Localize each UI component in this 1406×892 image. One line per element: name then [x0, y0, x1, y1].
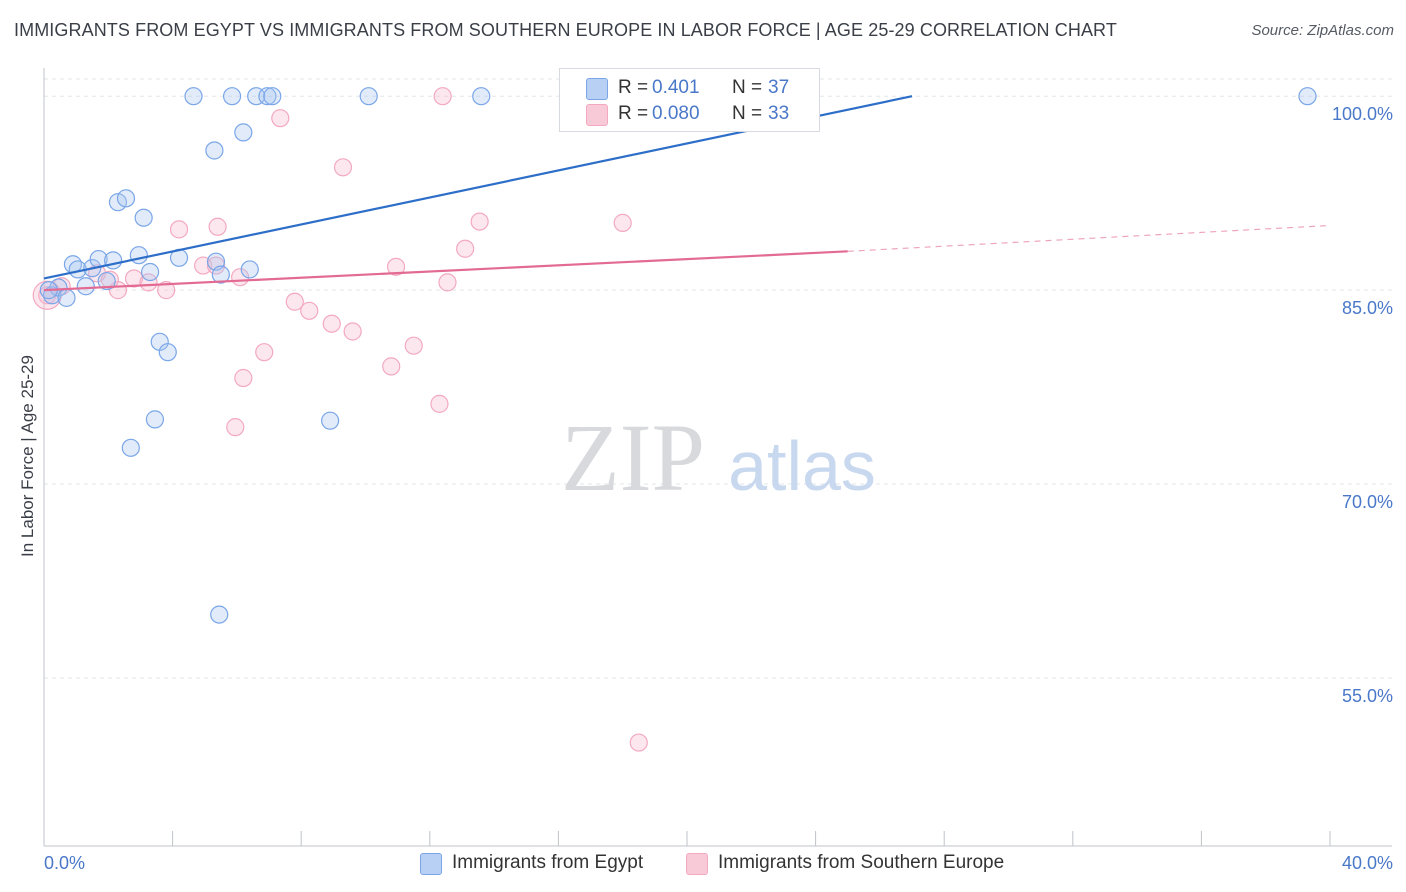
point-southern-europe: [333, 158, 353, 177]
point-egypt: [57, 288, 76, 307]
point-egypt: [472, 87, 491, 106]
point-egypt: [121, 438, 140, 457]
point-egypt: [321, 411, 340, 430]
point-egypt: [76, 277, 95, 296]
point-egypt: [222, 87, 242, 106]
x-tick-labels: 0.0% 40.0%: [44, 853, 1393, 873]
legend-r-value-egypt: 0.401: [652, 77, 700, 98]
point-southern-europe: [613, 213, 632, 232]
trend-line-southern-europe-extension: [847, 224, 1331, 252]
point-southern-europe: [470, 212, 489, 231]
bottom-legend-label-southern-europe: Immigrants from Southern Europe: [718, 852, 1005, 873]
point-southern-europe: [124, 269, 144, 288]
point-southern-europe: [206, 256, 226, 275]
bottom-legend-swatch-egypt: [420, 853, 442, 875]
points-egypt: [39, 87, 1317, 624]
point-southern-europe: [322, 314, 341, 333]
legend-n-label: N =: [732, 77, 763, 98]
point-egypt: [129, 246, 148, 265]
axes: [43, 68, 1392, 847]
point-southern-europe: [300, 301, 319, 320]
point-southern-europe: [169, 220, 189, 239]
x-tick-label: 0.0%: [44, 853, 85, 873]
y-tick-label: 85.0%: [1342, 298, 1393, 318]
legend-n-value-southern-europe: 33: [768, 103, 790, 124]
point-southern-europe: [271, 109, 290, 128]
point-southern-europe: [157, 281, 176, 300]
trend-line-southern-europe: [43, 250, 848, 292]
legend-n-value-egypt: 37: [768, 77, 790, 98]
point-southern-europe: [226, 418, 245, 437]
legend-n-label: N =: [732, 103, 763, 124]
point-egypt: [205, 141, 224, 160]
legend-r-label: R =: [618, 103, 649, 124]
point-egypt: [140, 262, 160, 282]
point-egypt: [234, 123, 253, 142]
point-egypt: [240, 260, 259, 279]
point-southern-europe: [343, 322, 362, 341]
point-southern-europe: [430, 394, 449, 413]
y-tick-label: 70.0%: [1342, 492, 1393, 512]
point-egypt: [184, 87, 203, 106]
watermark-atlas: atlas: [728, 427, 876, 505]
y-tick-label: 100.0%: [1332, 104, 1393, 124]
point-egypt: [97, 271, 116, 291]
point-southern-europe: [433, 87, 452, 106]
watermark: ZIP atlas: [561, 404, 876, 511]
watermark-zip: ZIP: [561, 404, 705, 511]
point-southern-europe: [404, 336, 423, 355]
stats-legend: R = 0.401 N = 37 R = 0.080 N = 33: [559, 68, 820, 132]
point-egypt: [359, 87, 378, 106]
point-southern-europe: [629, 733, 648, 752]
point-southern-europe: [285, 292, 304, 311]
point-egypt: [263, 87, 282, 106]
point-southern-europe: [382, 357, 401, 376]
source-credit: Source: ZipAtlas.com: [1251, 22, 1394, 39]
point-southern-europe: [234, 368, 253, 388]
chart-title: IMMIGRANTS FROM EGYPT VS IMMIGRANTS FROM…: [14, 20, 1117, 40]
point-egypt: [1298, 87, 1317, 106]
point-southern-europe: [255, 343, 274, 362]
legend-swatch-egypt: [586, 78, 608, 100]
point-southern-europe: [456, 239, 475, 258]
legend-swatch-southern-europe: [586, 104, 608, 126]
bottom-legend-label-egypt: Immigrants from Egypt: [452, 852, 644, 873]
point-egypt: [258, 87, 277, 106]
x-tick-label: 40.0%: [1342, 853, 1393, 873]
y-tick-label: 55.0%: [1342, 686, 1393, 706]
legend-r-label: R =: [618, 77, 649, 98]
point-egypt: [116, 189, 136, 208]
legend-r-value-southern-europe: 0.080: [652, 103, 700, 124]
point-southern-europe: [386, 257, 406, 276]
point-southern-europe: [208, 217, 227, 236]
y-tick-labels: 100.0% 85.0% 70.0% 55.0%: [1332, 104, 1393, 706]
point-egypt: [134, 208, 153, 227]
point-egypt: [158, 343, 177, 362]
point-southern-europe: [438, 273, 457, 292]
point-egypt: [145, 410, 165, 429]
bottom-legend-swatch-southern-europe: [686, 853, 708, 875]
point-egypt: [210, 605, 229, 624]
point-egypt: [211, 265, 230, 284]
